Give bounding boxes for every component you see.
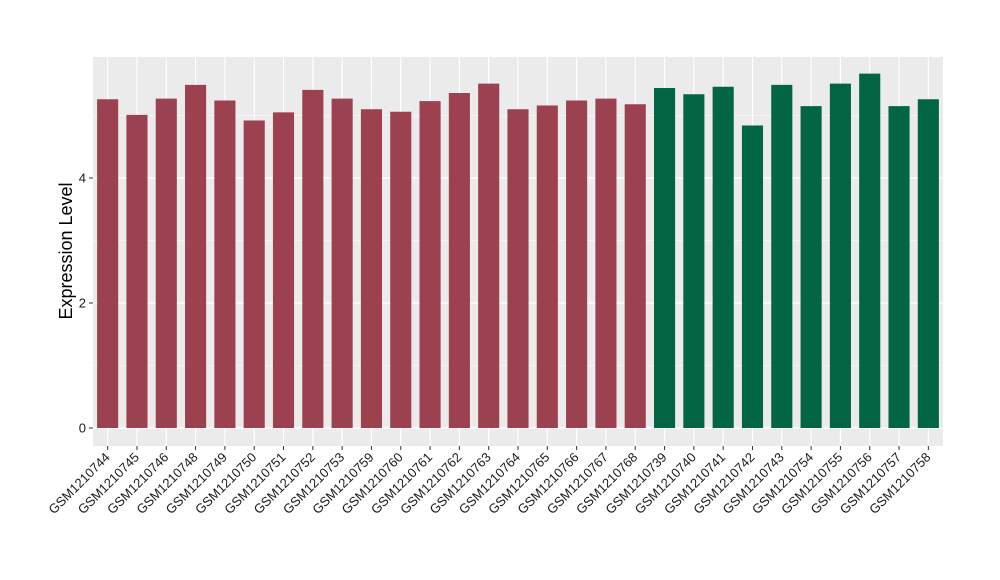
y-tick-label: 4 <box>79 171 86 186</box>
bar-GSM1210744 <box>97 99 119 428</box>
bar-GSM1210748 <box>185 84 207 428</box>
y-axis: 0 2 4 <box>79 171 93 436</box>
bar-GSM1210757 <box>888 106 910 428</box>
y-tick-label: 2 <box>79 296 86 311</box>
bar-GSM1210742 <box>741 125 764 428</box>
bar-GSM1210768 <box>624 104 646 428</box>
y-tick-label: 0 <box>79 421 86 436</box>
bar-GSM1210743 <box>771 84 793 428</box>
bar-GSM1210765 <box>536 105 558 428</box>
bar-GSM1210763 <box>478 83 500 428</box>
bar-GSM1210749 <box>214 100 236 428</box>
bar-GSM1210740 <box>683 94 705 428</box>
bar-GSM1210746 <box>155 98 177 428</box>
bar-GSM1210767 <box>595 98 617 428</box>
bar-GSM1210761 <box>419 101 441 428</box>
bars <box>97 73 939 428</box>
bar-GSM1210762 <box>448 93 470 428</box>
bar-GSM1210739 <box>654 88 676 428</box>
bar-GSM1210750 <box>243 120 265 428</box>
bar-GSM1210741 <box>712 86 734 428</box>
bar-GSM1210756 <box>859 73 881 428</box>
bar-GSM1210766 <box>566 100 588 428</box>
bar-GSM1210751 <box>272 112 295 428</box>
bar-GSM1210753 <box>331 98 353 428</box>
bar-GSM1210752 <box>302 89 324 428</box>
bar-GSM1210759 <box>360 109 382 428</box>
bar-GSM1210754 <box>800 106 822 428</box>
x-axis: GSM1210744GSM1210745GSM1210746GSM1210748… <box>45 446 933 517</box>
bar-GSM1210760 <box>390 111 412 428</box>
y-axis-title: Expression Level <box>56 182 76 319</box>
bar-GSM1210764 <box>507 109 529 428</box>
bar-GSM1210758 <box>917 99 939 428</box>
bar-GSM1210755 <box>829 83 851 428</box>
bar-GSM1210745 <box>126 114 148 428</box>
